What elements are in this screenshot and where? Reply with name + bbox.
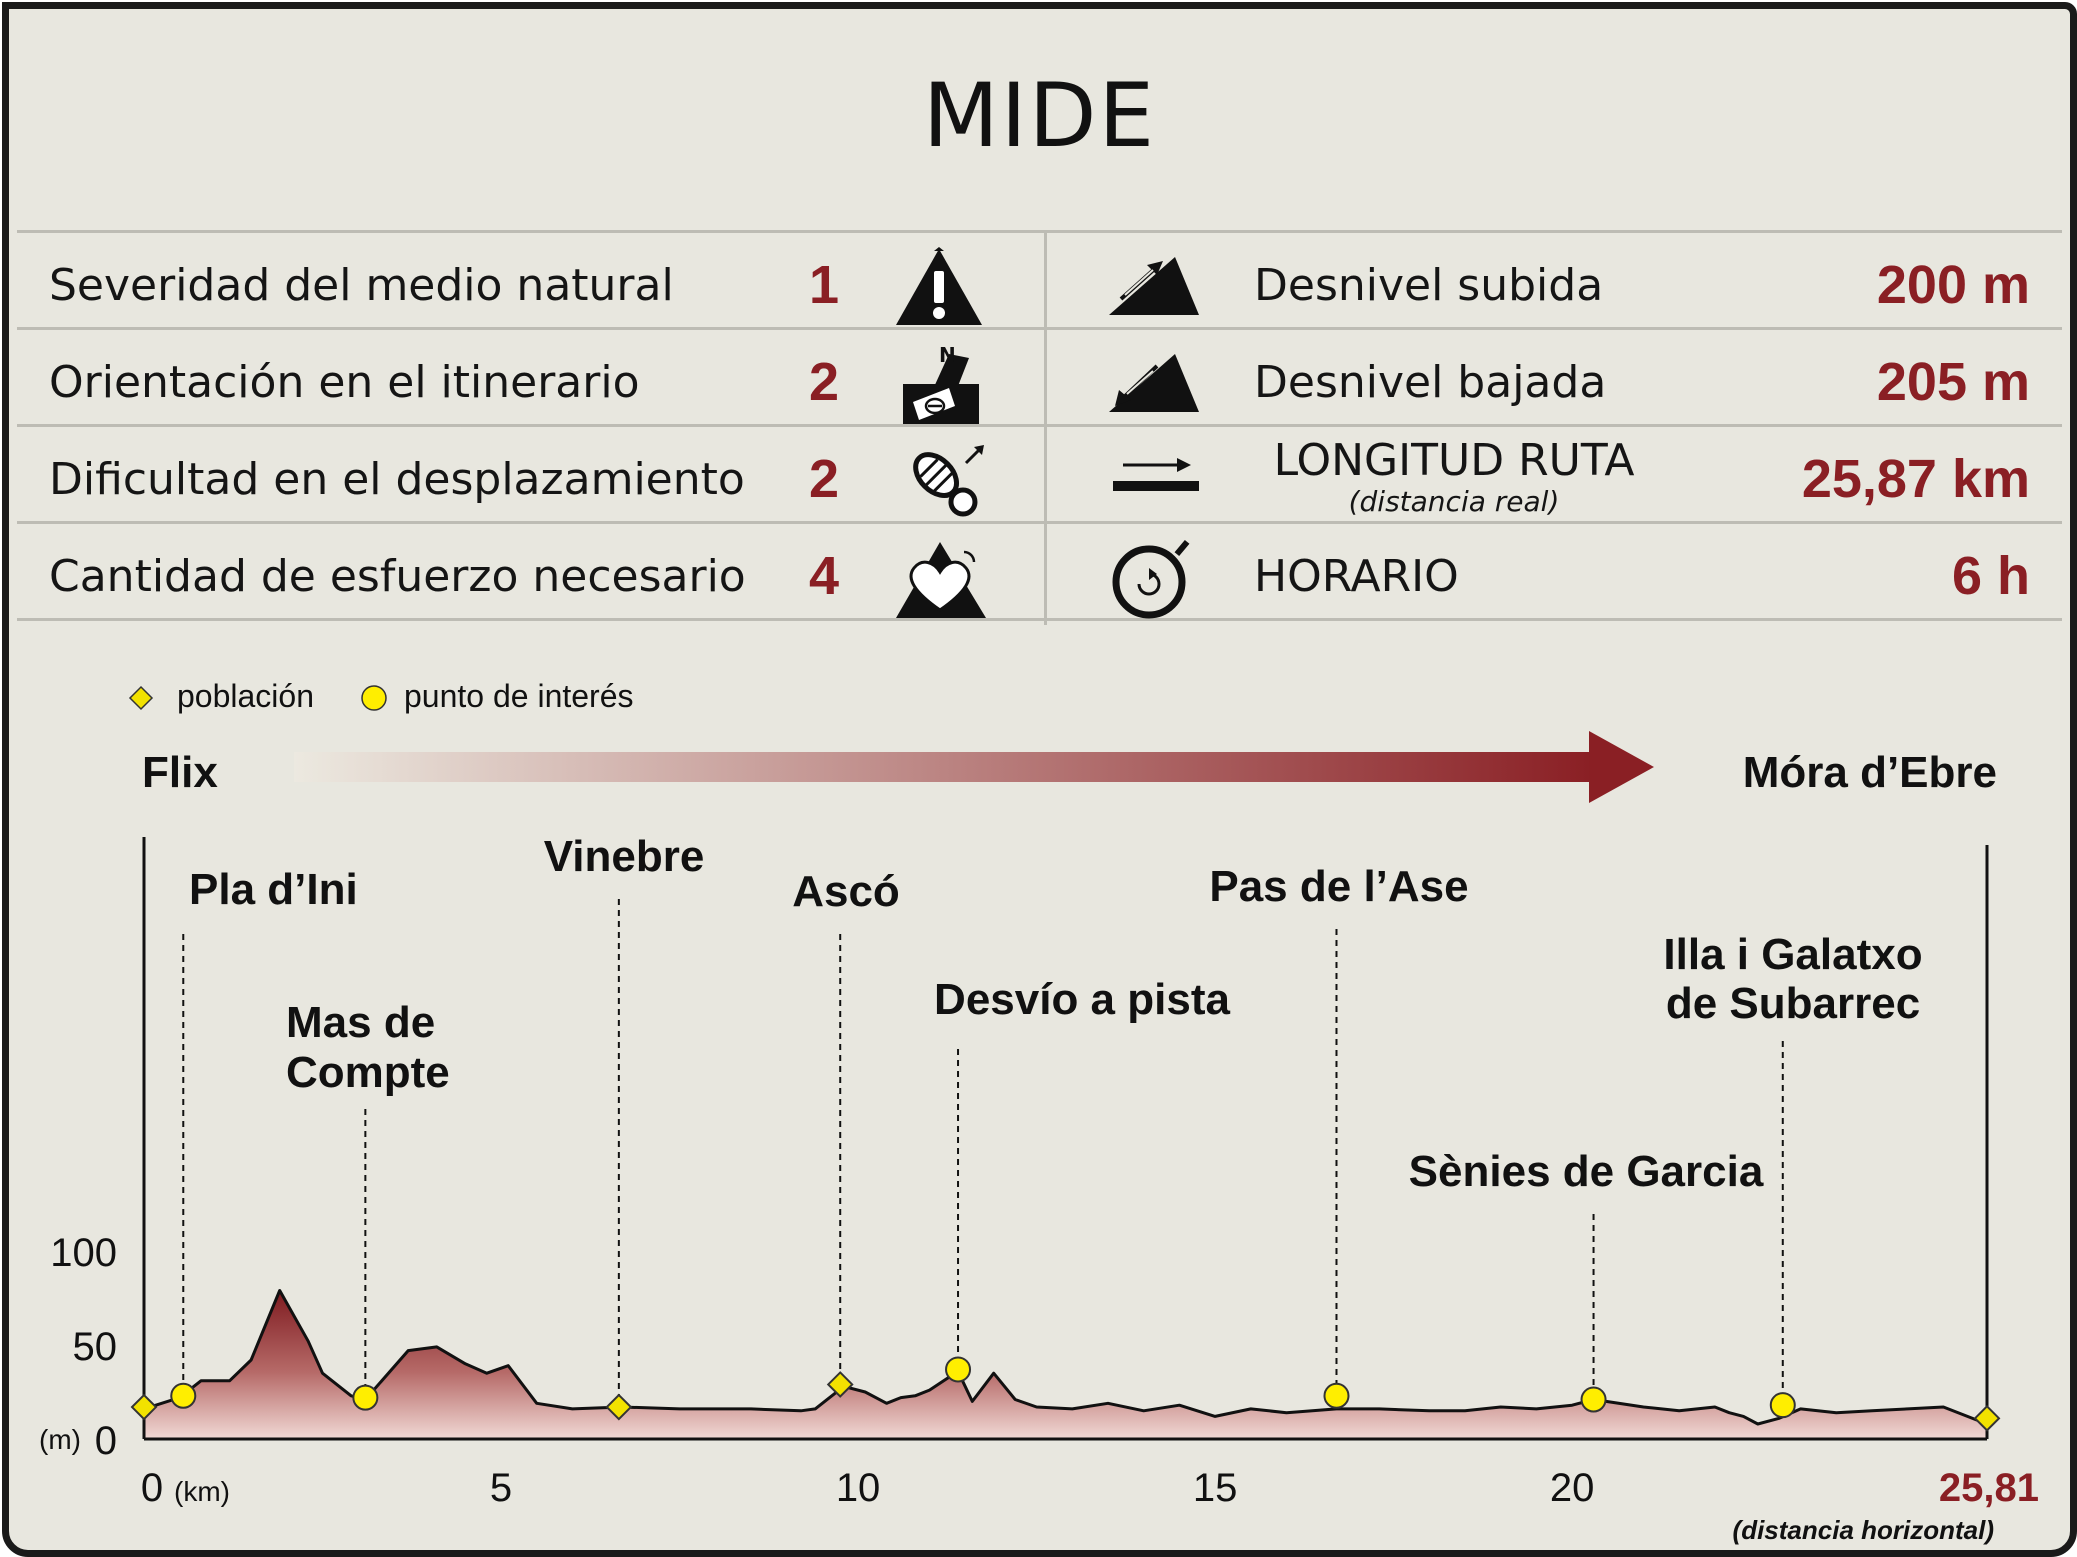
- stopwatch-icon: [1112, 539, 1190, 619]
- mide-label: Cantidad de esfuerzo necesario: [49, 551, 746, 602]
- marker-label: Compte: [286, 1048, 450, 1097]
- y-tick-label: 0: [95, 1419, 117, 1463]
- descent-icon: [1109, 354, 1199, 412]
- y-axis-unit: (m): [39, 1424, 81, 1455]
- legend-poblacion-marker: [128, 685, 154, 711]
- route-arrow-shaft: [294, 752, 1594, 782]
- heart-mountain-icon: [896, 542, 986, 618]
- punto-interes-marker: [1580, 1386, 1607, 1413]
- mide-value: 2: [808, 352, 840, 412]
- legend-poblacion-label: población: [177, 678, 314, 714]
- route-start: Flix: [142, 748, 218, 797]
- x-tick-label: 20: [1550, 1466, 1595, 1510]
- mide-value: 4: [808, 546, 840, 606]
- marker-label: Mas de: [286, 998, 435, 1047]
- table-divider: [17, 424, 2062, 427]
- y-tick-label: 50: [73, 1325, 118, 1369]
- compass-orientation-icon: N: [903, 344, 979, 424]
- punto-interes-marker: [1323, 1382, 1350, 1409]
- poblacion-marker: [826, 1371, 854, 1398]
- svg-text:N: N: [939, 344, 956, 367]
- punto-interes-marker: [1769, 1392, 1796, 1419]
- x-tick-label: 25,81: [1939, 1466, 2039, 1510]
- y-tick-label: 100: [50, 1231, 117, 1275]
- mide-right-sublabel: (distancia real): [1348, 485, 1560, 518]
- mide-right-value: 25,87 km: [1801, 449, 2030, 509]
- x-axis-unit: (km): [174, 1476, 230, 1507]
- mide-right-label: LONGITUD RUTA: [1273, 435, 1635, 486]
- mide-row-severidad: Severidad del medio natural 1 Desnivel s…: [9, 237, 2070, 334]
- poblacion-marker: [605, 1393, 633, 1421]
- mide-row-esfuerzo: Cantidad de esfuerzo necesario 4 HORARIO…: [9, 528, 2070, 625]
- mide-right-label: Desnivel subida: [1254, 260, 1604, 311]
- page-title: MIDE: [922, 64, 1157, 167]
- mide-right-value: 6 h: [1951, 546, 2030, 606]
- marker-label: Desvío a pista: [934, 975, 1230, 1024]
- mide-value: 2: [808, 449, 840, 509]
- footprint-icon: [913, 445, 984, 517]
- mide-row-dificultad: Dificultad en el desplazamiento 2 LONGIT…: [9, 431, 2070, 528]
- mide-right-value: 205 m: [1876, 352, 2030, 412]
- x-tick-label: 5: [490, 1466, 512, 1510]
- warning-mountain-icon: [896, 247, 982, 325]
- mide-right-value: 200 m: [1876, 255, 2030, 315]
- punto-interes-marker: [170, 1382, 197, 1409]
- profile-area: [144, 1290, 1987, 1439]
- profile-line: [143, 1289, 1988, 1426]
- poblacion-marker: [130, 1393, 158, 1421]
- marker-label: Pla d’Ini: [189, 865, 358, 914]
- plot-area: 0 50 100 (m) 0 5 10 15 20 25,81 (km) (distancia hor…: [39, 832, 2039, 1545]
- table-divider: [17, 618, 2062, 621]
- poblacion-marker: [1973, 1404, 2001, 1432]
- route-arrow-head: [1589, 731, 1654, 803]
- table-divider: [17, 327, 2062, 330]
- mide-label: Orientación en el itinerario: [49, 357, 640, 408]
- marker-label: Illa i Galatxo: [1663, 930, 1922, 979]
- mide-row-orientacion: Orientación en el itinerario 2 N Desnive…: [9, 334, 2070, 431]
- punto-interes-marker: [945, 1356, 972, 1383]
- marker-label: Vinebre: [544, 832, 705, 881]
- ascent-icon: [1109, 257, 1199, 315]
- legend-punto-marker: [361, 685, 387, 711]
- marker-label: de Subarrec: [1666, 979, 1920, 1028]
- mide-right-label: Desnivel bajada: [1254, 357, 1607, 408]
- length-arrow-icon: [1113, 458, 1199, 491]
- elevation-profile-chart: población punto de interés Flix Móra d’E…: [39, 678, 2039, 1545]
- marker-label: Sènies de Garcia: [1409, 1147, 1764, 1196]
- distance-note: (distancia horizontal): [1733, 1515, 1994, 1545]
- legend-punto-label: punto de interés: [404, 678, 634, 714]
- table-divider: [17, 230, 2062, 233]
- x-tick-label: 10: [836, 1466, 881, 1510]
- mide-label: Severidad del medio natural: [49, 260, 674, 311]
- table-column-divider: [1044, 232, 1047, 625]
- marker-label: Ascó: [792, 867, 900, 916]
- punto-interes-marker: [352, 1384, 379, 1411]
- route-end: Móra d’Ebre: [1743, 748, 1997, 797]
- mide-right-label: HORARIO: [1254, 551, 1459, 602]
- mide-value: 1: [808, 255, 840, 315]
- mide-label: Dificultad en el desplazamiento: [49, 454, 745, 505]
- x-tick-label: 15: [1193, 1466, 1238, 1510]
- x-tick-label: 0: [141, 1466, 163, 1510]
- marker-label: Pas de l’Ase: [1209, 862, 1468, 911]
- legend: población punto de interés: [128, 678, 634, 714]
- table-divider: [17, 521, 2062, 524]
